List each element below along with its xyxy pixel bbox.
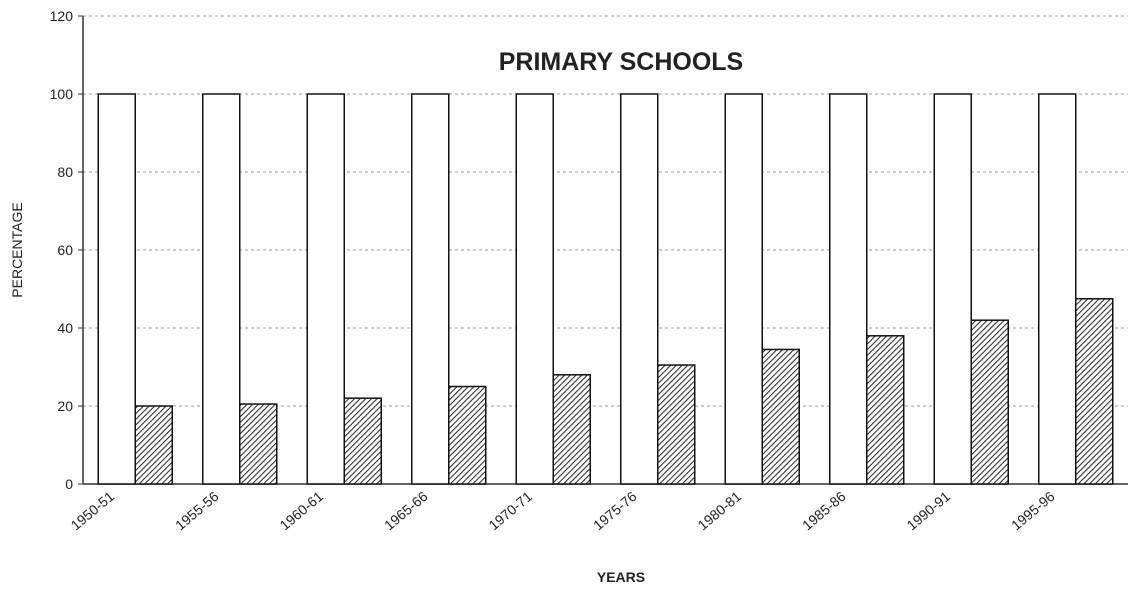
bar bbox=[202, 93, 241, 485]
bar bbox=[866, 335, 905, 485]
bar bbox=[306, 93, 345, 485]
bar bbox=[620, 93, 659, 485]
bar bbox=[933, 93, 972, 485]
y-tick-label: 40 bbox=[57, 320, 73, 336]
chart-title: PRIMARY SCHOOLS bbox=[499, 48, 743, 76]
bar bbox=[239, 403, 278, 485]
y-tick-label: 20 bbox=[57, 398, 73, 414]
bar bbox=[1038, 93, 1077, 485]
bar bbox=[1075, 298, 1114, 485]
x-tick-label: 1980-81 bbox=[695, 488, 745, 533]
x-tick-label: 1965-66 bbox=[381, 488, 431, 533]
bar bbox=[343, 397, 382, 485]
x-tick-label: 1950-51 bbox=[68, 488, 118, 533]
x-tick-label: 1975-76 bbox=[590, 488, 640, 533]
bar bbox=[411, 93, 450, 485]
bar bbox=[970, 319, 1009, 485]
x-tick-label: 1985-86 bbox=[799, 488, 849, 533]
bar bbox=[515, 93, 554, 485]
x-tick-label: 1970-71 bbox=[486, 488, 536, 533]
bar bbox=[552, 374, 591, 485]
x-tick-label: 1995-96 bbox=[1008, 488, 1058, 533]
y-axis-label: PERCENTAGE bbox=[9, 202, 25, 297]
bar bbox=[97, 93, 136, 485]
bar bbox=[761, 348, 800, 485]
x-tick-label: 1960-61 bbox=[277, 488, 327, 533]
y-tick-label: 80 bbox=[57, 164, 73, 180]
bar bbox=[657, 364, 696, 485]
x-axis-label: YEARS bbox=[597, 569, 645, 585]
y-tick-label: 60 bbox=[57, 242, 73, 258]
bar bbox=[829, 93, 868, 485]
x-tick-label: 1955-56 bbox=[172, 488, 222, 533]
x-tick-label: 1990-91 bbox=[904, 488, 954, 533]
bar bbox=[448, 385, 487, 485]
y-tick-label: 120 bbox=[50, 8, 74, 24]
y-tick-label: 100 bbox=[50, 86, 74, 102]
bar bbox=[724, 93, 763, 485]
bar bbox=[134, 405, 173, 485]
y-tick-label: 0 bbox=[65, 476, 73, 492]
